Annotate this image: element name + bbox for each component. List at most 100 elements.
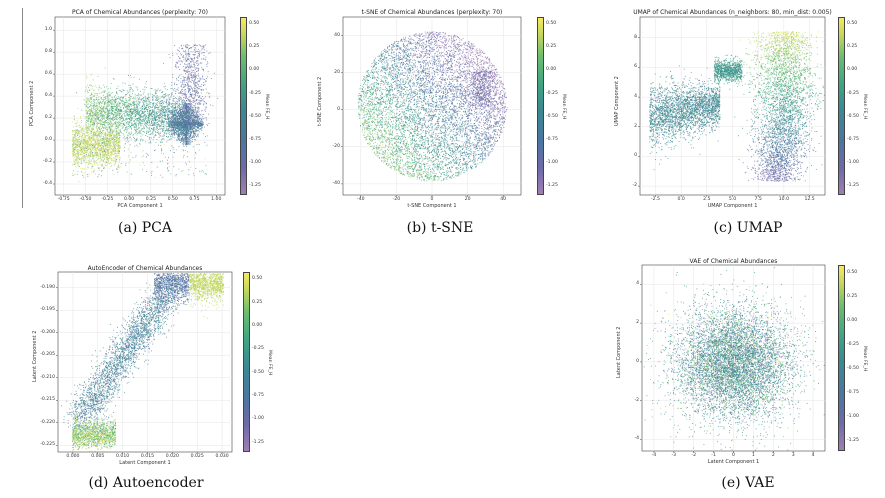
pca-point xyxy=(118,155,119,156)
pca-point xyxy=(131,119,132,120)
pca-point xyxy=(96,162,97,163)
pca-point xyxy=(102,157,103,158)
pca-point xyxy=(99,99,100,100)
pca-point xyxy=(103,132,104,133)
pca-point xyxy=(117,111,118,112)
pca-point xyxy=(75,138,76,139)
pca-point xyxy=(94,160,95,161)
pca-point xyxy=(114,115,115,116)
pca-point xyxy=(104,162,105,163)
pca-point xyxy=(153,120,154,121)
pca-point xyxy=(91,74,92,75)
pca-point xyxy=(161,100,162,101)
pca-point xyxy=(167,130,168,131)
pca-point xyxy=(171,110,172,111)
pca-point xyxy=(101,160,102,161)
pca-point xyxy=(97,137,98,138)
pca-point xyxy=(172,113,173,114)
pca-point xyxy=(165,113,166,114)
pca-point xyxy=(112,117,113,118)
pca-point xyxy=(102,109,103,110)
pca-point xyxy=(98,110,99,111)
pca-point xyxy=(86,117,87,118)
pca-point xyxy=(116,138,117,139)
pca-point xyxy=(102,145,103,146)
pca-point xyxy=(101,166,102,167)
pca-point xyxy=(137,111,138,112)
pca-point xyxy=(142,121,143,122)
pca-point xyxy=(114,100,115,101)
pca-point xyxy=(83,150,84,151)
pca-point xyxy=(126,102,127,103)
pca-point xyxy=(179,104,180,105)
pca-point xyxy=(113,148,114,149)
pca-point xyxy=(109,163,110,164)
pca-point xyxy=(93,107,94,108)
pca-point xyxy=(120,110,121,111)
pca-point xyxy=(171,107,172,108)
pca-point xyxy=(139,113,140,114)
pca-point xyxy=(160,111,161,112)
pca-point xyxy=(115,106,116,107)
pca-point xyxy=(154,106,155,107)
pca-point xyxy=(155,117,156,118)
pca-point xyxy=(130,89,131,90)
pca-point xyxy=(101,98,102,99)
pca-point xyxy=(112,131,113,132)
pca-point xyxy=(138,103,139,104)
pca-point xyxy=(122,92,123,93)
pca-point xyxy=(104,138,105,139)
pca-point xyxy=(111,128,112,129)
pca-point xyxy=(89,119,90,120)
pca-point xyxy=(89,136,90,137)
pca-point xyxy=(97,76,98,77)
pca-point xyxy=(144,114,145,115)
pca-point xyxy=(103,118,104,119)
pca-point xyxy=(73,139,74,140)
pca-point xyxy=(104,127,105,128)
pca-point xyxy=(80,130,81,131)
pca-point xyxy=(110,102,111,103)
pca-point xyxy=(132,111,133,112)
pca-point xyxy=(125,104,126,105)
pca-point xyxy=(114,157,115,158)
pca-point xyxy=(163,113,164,114)
pca-point xyxy=(86,120,87,121)
pca-point xyxy=(150,102,151,103)
pca-point xyxy=(104,142,105,143)
pca-point xyxy=(152,109,153,110)
pca-point xyxy=(122,111,123,112)
pca-point xyxy=(168,124,169,125)
pca-point xyxy=(162,96,163,97)
pca-point xyxy=(142,125,143,126)
pca-point xyxy=(166,119,167,120)
pca-point xyxy=(90,104,91,105)
pca-point xyxy=(144,109,145,110)
pca-point xyxy=(150,124,151,125)
pca-point xyxy=(137,110,138,111)
pca-point xyxy=(150,119,151,120)
pca-point xyxy=(86,160,87,161)
pca-point xyxy=(98,168,99,169)
pca-point xyxy=(111,158,112,159)
pca-point xyxy=(147,110,148,111)
pca-point xyxy=(153,102,154,103)
pca-point xyxy=(72,131,73,132)
pca-point xyxy=(150,142,151,143)
pca-point xyxy=(157,128,158,129)
pca-point xyxy=(79,133,80,134)
pca-point xyxy=(94,126,95,127)
pca-point xyxy=(119,133,120,134)
pca-point xyxy=(143,99,144,100)
pca-point xyxy=(115,146,116,147)
pca-point xyxy=(131,77,132,78)
pca-point xyxy=(133,137,134,138)
pca-point xyxy=(181,135,182,136)
pca-point xyxy=(100,140,101,141)
pca-point xyxy=(120,116,121,117)
pca-point xyxy=(149,127,150,128)
pca-point xyxy=(122,128,123,129)
pca-point xyxy=(114,114,115,115)
pca-point xyxy=(123,119,124,120)
pca-point xyxy=(88,136,89,137)
